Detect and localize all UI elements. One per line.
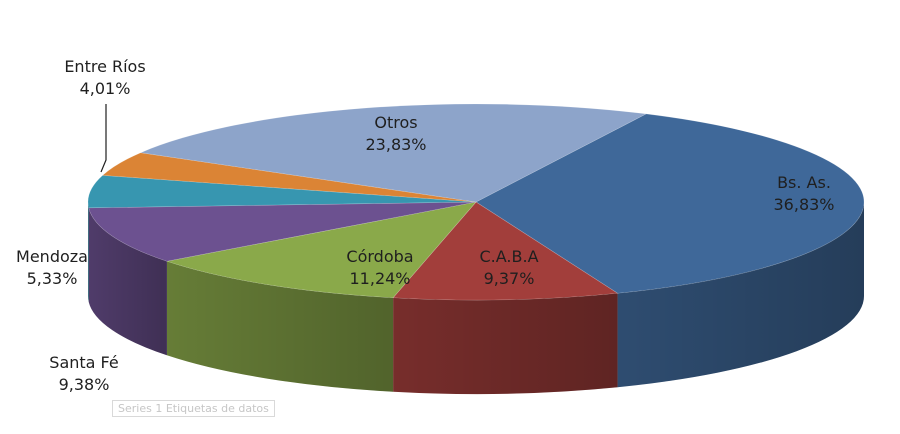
slice-mendoza: [87, 175, 477, 209]
slice-percent: 9,37%: [483, 269, 535, 288]
slice-percent: 9,38%: [58, 375, 110, 394]
slice-name: Santa Fé: [49, 353, 119, 372]
slice-name: Otros: [374, 113, 418, 132]
slice-cordoba: [165, 201, 477, 299]
slice-percent: 5,33%: [26, 269, 78, 288]
slice-side-shade-cordoba: [166, 261, 394, 392]
slice-label-cordoba: Córdoba 11,24%: [346, 246, 413, 290]
slice-side-shade-c-a-b-a: [393, 293, 618, 394]
slice-percent: 11,24%: [349, 269, 411, 288]
slice-name: Bs. As.: [777, 173, 831, 192]
slice-side-shade-santa-fe: [88, 207, 167, 356]
slice-label-santa-fe: Santa Fé 9,38%: [49, 352, 118, 396]
slice-label-mendoza: Mendoza 5,33%: [16, 246, 88, 290]
slice-side-shade-bs-as: [617, 202, 864, 388]
slice-percent: 36,83%: [773, 195, 835, 214]
slice-side-shade-mendoza: [88, 202, 89, 302]
slice-percent: 4,01%: [79, 79, 131, 98]
slice-label-entre-rios: Entre Ríos 4,01%: [64, 56, 145, 100]
slice-name: C.A.B.A: [479, 247, 539, 266]
chart-tooltip: Series 1 Etiquetas de datos: [112, 400, 275, 417]
slice-entre-rios: [101, 152, 477, 203]
slice-label-bs-as: Bs. As. 36,83%: [773, 172, 834, 216]
slice-percent: 23,83%: [365, 135, 427, 154]
leader-line-entre-rios: [100, 104, 107, 173]
slice-santa-fe: [88, 201, 477, 262]
slice-otros: [139, 103, 648, 203]
slice-name: Mendoza: [16, 247, 88, 266]
slice-bs-as: [475, 113, 865, 294]
slice-name: Córdoba: [346, 247, 414, 266]
slice-label-otros: Otros 23,83%: [365, 112, 426, 156]
slice-label-caba: C.A.B.A 9,37%: [479, 246, 538, 290]
slice-name: Entre Ríos: [64, 57, 146, 76]
slice-c-a-b-a: [392, 201, 619, 301]
